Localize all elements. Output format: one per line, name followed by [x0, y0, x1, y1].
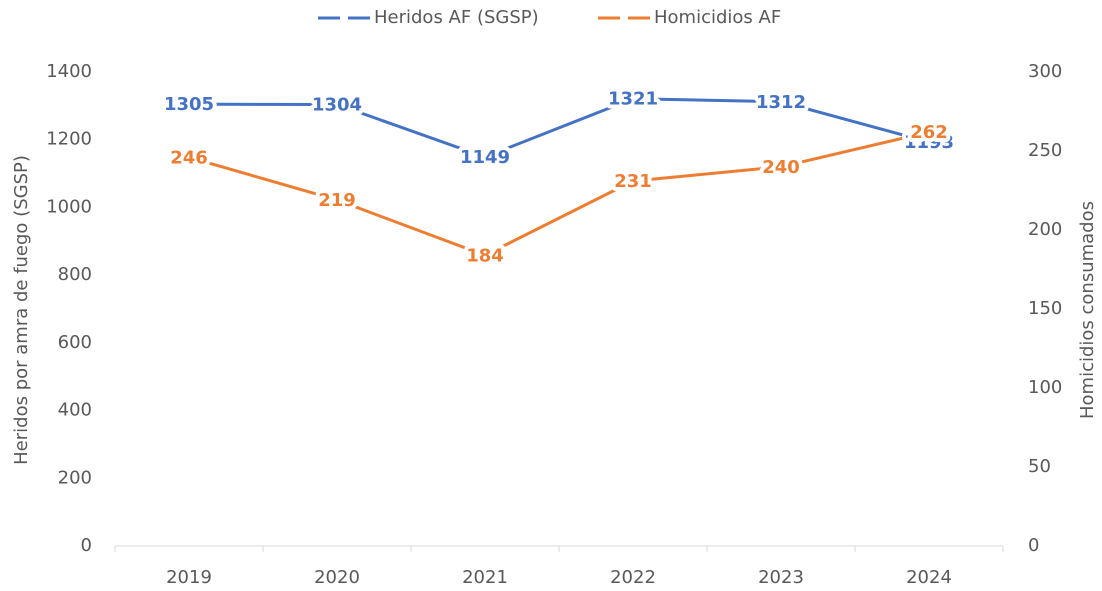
- y-tick-label: 200: [58, 467, 92, 488]
- x-tick-label: 2024: [906, 567, 952, 588]
- y2-tick-label: 0: [1028, 535, 1039, 556]
- data-label: 240: [762, 157, 800, 178]
- y-tick-label: 800: [58, 264, 92, 285]
- y2-tick-label: 300: [1028, 61, 1062, 82]
- legend-label: Homicidios AF: [654, 7, 781, 28]
- y-tick-label: 1000: [46, 196, 92, 217]
- data-label: 262: [910, 122, 948, 143]
- data-label: 1312: [756, 92, 806, 113]
- data-label: 219: [318, 190, 356, 211]
- line-series: [188, 97, 930, 159]
- data-label: 246: [170, 147, 208, 168]
- x-tick-label: 2021: [462, 567, 508, 588]
- y2-tick-label: 150: [1028, 298, 1062, 319]
- data-label: 1321: [608, 89, 658, 110]
- y2-tick-label: 250: [1028, 140, 1062, 161]
- data-label: 184: [466, 245, 504, 266]
- x-tick-label: 2022: [610, 567, 656, 588]
- data-label: 1193: [904, 132, 954, 153]
- legend-label: Heridos AF (SGSP): [374, 7, 539, 28]
- data-label: 1149: [460, 147, 510, 168]
- y2-axis-title: Homicidios consumados: [1077, 201, 1098, 419]
- y2-tick-label: 200: [1028, 219, 1062, 240]
- data-label: 231: [614, 171, 652, 192]
- x-tick-label: 2019: [166, 567, 212, 588]
- x-tick-label: 2020: [314, 567, 360, 588]
- data-label: 1305: [164, 94, 214, 115]
- line-series: [188, 130, 930, 257]
- y-tick-label: 0: [81, 535, 92, 556]
- y-tick-label: 1400: [46, 61, 92, 82]
- x-tick-label: 2023: [758, 567, 804, 588]
- data-label: 1304: [312, 95, 362, 116]
- y-tick-label: 400: [58, 400, 92, 421]
- y-tick-label: 1200: [46, 129, 92, 150]
- y-axis-title: Heridos por amra de fuego (SGSP): [11, 155, 32, 465]
- y2-tick-label: 100: [1028, 377, 1062, 398]
- y-tick-label: 600: [58, 332, 92, 353]
- y2-tick-label: 50: [1028, 456, 1051, 477]
